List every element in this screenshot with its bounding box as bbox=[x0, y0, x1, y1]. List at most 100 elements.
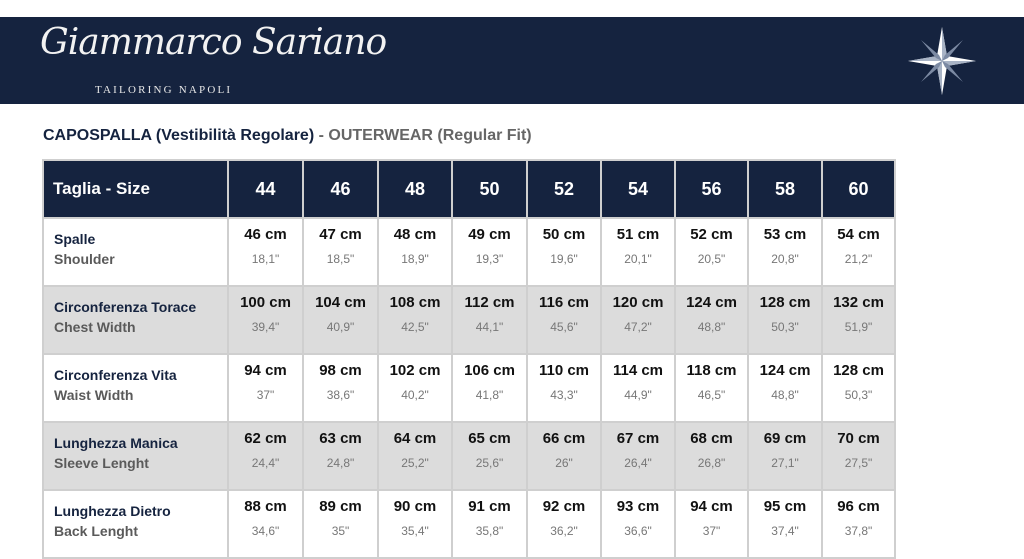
measure-cm: 63 cm bbox=[319, 430, 362, 447]
measure-cm: 92 cm bbox=[542, 498, 586, 515]
measure-cm: 94 cm bbox=[244, 362, 287, 379]
table-row: Circonferenza Vita Waist Width 94 cm 37" 98 … bbox=[42, 353, 896, 423]
measure-inches: 18,5" bbox=[326, 252, 355, 266]
measure-cell: 64 cm 25,2" bbox=[377, 421, 453, 491]
measure-inches: 25,2" bbox=[401, 456, 429, 470]
measure-cm: 89 cm bbox=[319, 498, 362, 515]
measure-inches: 50,3" bbox=[771, 320, 799, 334]
table-row: Circonferenza Torace Chest Width 100 cm 39,… bbox=[42, 285, 896, 355]
size-header: 60 bbox=[821, 159, 896, 219]
measure-cm: 53 cm bbox=[763, 226, 807, 243]
title-english: - OUTERWEAR (Regular Fit) bbox=[314, 127, 532, 144]
measure-inches: 44,9" bbox=[624, 388, 652, 402]
measure-cell: 108 cm 42,5" bbox=[377, 285, 453, 355]
measure-inches: 24,8" bbox=[326, 456, 355, 470]
measure-cm: 100 cm bbox=[240, 294, 291, 311]
measure-cell: 98 cm 38,6" bbox=[302, 353, 379, 423]
brand-banner: Giammarco Sariano TAILORING NAPOLI bbox=[0, 17, 1024, 104]
measure-cell: 95 cm 37,4" bbox=[747, 489, 823, 559]
size-header: 52 bbox=[526, 159, 602, 219]
measure-inches: 19,3" bbox=[475, 252, 504, 266]
measure-cell: 67 cm 26,4" bbox=[600, 421, 676, 491]
measure-inches: 25,6" bbox=[475, 456, 504, 470]
measure-cell: 100 cm 39,4" bbox=[227, 285, 304, 355]
size-header: 56 bbox=[674, 159, 749, 219]
compass-star-icon bbox=[908, 27, 976, 95]
size-header: 50 bbox=[451, 159, 528, 219]
table-row: Lunghezza Manica Sleeve Lenght 62 cm 24,4" 6… bbox=[42, 421, 896, 491]
measure-inches: 27,1" bbox=[771, 456, 799, 470]
measure-cm: 67 cm bbox=[616, 430, 660, 447]
measure-inches: 26,8" bbox=[697, 456, 726, 470]
measure-cell: 66 cm 26" bbox=[526, 421, 602, 491]
measure-cm: 95 cm bbox=[763, 498, 807, 515]
size-header: 48 bbox=[377, 159, 453, 219]
measure-cm: 124 cm bbox=[759, 362, 811, 379]
table-row: Spalle Shoulder 46 cm 18,1" 47 cm 18,5" 48 cm 1… bbox=[42, 217, 896, 287]
measure-cell: 90 cm 35,4" bbox=[377, 489, 453, 559]
header-size-label: Taglia - Size bbox=[42, 159, 229, 219]
measure-cm: 124 cm bbox=[686, 294, 737, 311]
row-label-italian: Lunghezza Manica bbox=[54, 435, 178, 451]
measure-inches: 50,3" bbox=[844, 388, 873, 402]
measure-cm: 114 cm bbox=[612, 362, 664, 379]
measure-cell: 51 cm 20,1" bbox=[600, 217, 676, 287]
size-header: 44 bbox=[227, 159, 304, 219]
row-label-english: Back Lenght bbox=[54, 523, 139, 539]
measure-inches: 36,6" bbox=[624, 524, 652, 538]
measure-cm: 102 cm bbox=[389, 362, 441, 379]
measure-cell: 104 cm 40,9" bbox=[302, 285, 379, 355]
measure-cm: 96 cm bbox=[837, 498, 880, 515]
measure-cm: 48 cm bbox=[393, 226, 437, 243]
measure-inches: 19,6" bbox=[550, 252, 578, 266]
table-row: Lunghezza Dietro Back Lenght 88 cm 34,6" 89 … bbox=[42, 489, 896, 559]
measure-cell: 65 cm 25,6" bbox=[451, 421, 528, 491]
measure-inches: 18,9" bbox=[401, 252, 429, 266]
measure-cm: 62 cm bbox=[244, 430, 287, 447]
measure-inches: 39,4" bbox=[251, 320, 280, 334]
measure-inches: 48,8" bbox=[697, 320, 726, 334]
measure-inches: 34,6" bbox=[251, 524, 280, 538]
measure-inches: 35,8" bbox=[475, 524, 504, 538]
measure-cm: 49 cm bbox=[468, 226, 511, 243]
row-label-cell: Lunghezza Dietro Back Lenght bbox=[42, 489, 229, 559]
row-label-italian: Lunghezza Dietro bbox=[54, 503, 171, 519]
measure-inches: 27,5" bbox=[844, 456, 873, 470]
measure-inches: 35,4" bbox=[401, 524, 429, 538]
measure-inches: 37,4" bbox=[771, 524, 799, 538]
measure-inches: 20,1" bbox=[624, 252, 652, 266]
measure-cell: 96 cm 37,8" bbox=[821, 489, 896, 559]
measure-inches: 38,6" bbox=[326, 388, 355, 402]
measure-cell: 120 cm 47,2" bbox=[600, 285, 676, 355]
measure-cm: 94 cm bbox=[690, 498, 733, 515]
brand-subtitle: TAILORING NAPOLI bbox=[95, 84, 233, 96]
row-label-english: Chest Width bbox=[54, 319, 136, 335]
row-label-cell: Circonferenza Torace Chest Width bbox=[42, 285, 229, 355]
size-header: 58 bbox=[747, 159, 823, 219]
measure-inches: 26" bbox=[555, 456, 573, 470]
size-header: 54 bbox=[600, 159, 676, 219]
header-row: Taglia - Size 44 46 48 50 52 54 56 58 60 bbox=[42, 159, 896, 219]
measure-cm: 104 cm bbox=[315, 294, 366, 311]
measure-cell: 69 cm 27,1" bbox=[747, 421, 823, 491]
measure-cm: 98 cm bbox=[319, 362, 362, 379]
measure-cell: 110 cm 43,3" bbox=[526, 353, 602, 423]
measure-cm: 66 cm bbox=[542, 430, 586, 447]
measure-inches: 42,5" bbox=[401, 320, 429, 334]
measure-cell: 92 cm 36,2" bbox=[526, 489, 602, 559]
measure-inches: 20,8" bbox=[771, 252, 799, 266]
measure-cell: 52 cm 20,5" bbox=[674, 217, 749, 287]
measure-cell: 114 cm 44,9" bbox=[600, 353, 676, 423]
measure-inches: 18,1" bbox=[251, 252, 280, 266]
measure-cm: 110 cm bbox=[538, 362, 590, 379]
measure-cm: 90 cm bbox=[393, 498, 437, 515]
measure-cell: 112 cm 44,1" bbox=[451, 285, 528, 355]
measure-cell: 94 cm 37" bbox=[227, 353, 304, 423]
measure-cell: 118 cm 46,5" bbox=[674, 353, 749, 423]
measure-cm: 51 cm bbox=[616, 226, 660, 243]
measure-cm: 70 cm bbox=[837, 430, 880, 447]
measure-cell: 53 cm 20,8" bbox=[747, 217, 823, 287]
row-label-italian: Circonferenza Vita bbox=[54, 367, 177, 383]
measure-inches: 36,2" bbox=[550, 524, 578, 538]
measure-cm: 120 cm bbox=[612, 294, 664, 311]
